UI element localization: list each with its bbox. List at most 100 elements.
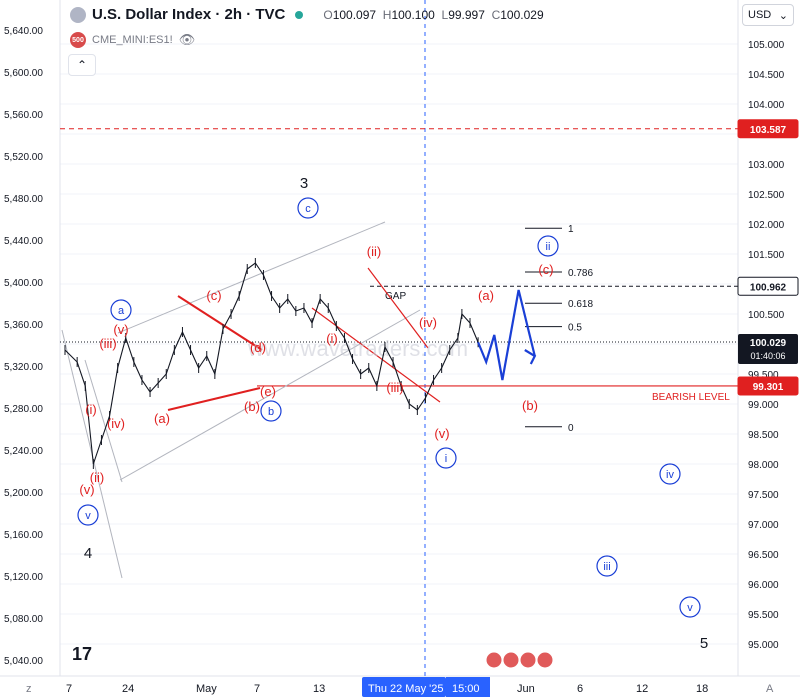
left-axis: 5,040.00 5,080.00 5,120.00 5,160.00 5,200.00… bbox=[4, 26, 43, 667]
chart-drawings: BEARISH LEVEL 1 0.786 0.618 0.5 0 GAP www.wavet… bbox=[60, 0, 738, 676]
fib-label: 1 bbox=[568, 224, 574, 235]
left-tick-label: 5,640.00 bbox=[4, 26, 43, 37]
right-tick-label: 101.500 bbox=[748, 250, 785, 261]
event-flag-icon bbox=[536, 651, 554, 669]
wave-circle-blue bbox=[110, 299, 132, 321]
level-tag: 100.962 bbox=[750, 282, 787, 293]
wave-label-red: (a) bbox=[478, 288, 494, 303]
wave-label-blue: iii bbox=[603, 561, 610, 573]
chevron-down-icon: ⌄ bbox=[778, 9, 788, 22]
time-tick-label: 7 bbox=[66, 683, 72, 695]
eye-hidden-icon[interactable]: 👁 bbox=[178, 32, 196, 47]
wave-label-red: (i) bbox=[85, 402, 97, 417]
left-tick-label: 5,280.00 bbox=[4, 404, 43, 415]
wave-label-red: (iii) bbox=[386, 380, 403, 395]
red-trendline bbox=[367, 267, 429, 349]
left-tick-label: 5,600.00 bbox=[4, 68, 43, 79]
wave-circle-blue bbox=[435, 447, 457, 469]
event-flag-icon bbox=[485, 651, 503, 669]
tradingview-logo-text: 17 bbox=[72, 644, 92, 664]
wave-label-red: (e) bbox=[260, 384, 276, 399]
right-tick-label: 100.500 bbox=[748, 310, 785, 321]
wave-circle-blue bbox=[596, 555, 618, 577]
wave-circle-blue bbox=[659, 463, 681, 485]
watermark: www.wavetraders.com bbox=[247, 336, 468, 361]
right-tick-label: 102.500 bbox=[748, 190, 785, 201]
channel-line bbox=[119, 309, 421, 481]
right-tick-label: 99.000 bbox=[748, 400, 779, 411]
chart-header: U.S. Dollar Index · 2h · TVC O100.097 H1… bbox=[70, 6, 544, 23]
wave-label-red: (ii) bbox=[367, 244, 381, 259]
wave-label-red: (b) bbox=[244, 399, 260, 414]
channel-line bbox=[117, 221, 386, 334]
fib-label: 0 bbox=[568, 423, 574, 434]
gap-label: GAP bbox=[385, 291, 406, 302]
auto-scale-icon: A bbox=[766, 683, 774, 695]
zoom-icon: z bbox=[26, 683, 32, 695]
projection-path bbox=[477, 289, 536, 381]
red-trendline bbox=[167, 387, 261, 411]
level-tag-bg bbox=[737, 376, 799, 396]
right-tick-label: 99.500 bbox=[748, 370, 779, 381]
crosshair-time-label: 15:00 bbox=[452, 683, 480, 695]
symbol-title[interactable]: U.S. Dollar Index · 2h · TVC bbox=[92, 6, 286, 23]
overlay-symbol[interactable]: CME_MINI:ES1! bbox=[92, 34, 173, 46]
wave-label-red: (v) bbox=[113, 322, 128, 337]
right-tick-label: 98.000 bbox=[748, 460, 779, 471]
currency-label: USD bbox=[748, 9, 772, 21]
left-tick-label: 5,320.00 bbox=[4, 362, 43, 373]
countdown-tag: 01:40:06 bbox=[750, 351, 785, 361]
right-tick-label: 102.000 bbox=[748, 220, 785, 231]
right-tick-label: 104.000 bbox=[748, 100, 785, 111]
left-tick-label: 5,160.00 bbox=[4, 530, 43, 541]
time-axis: 7 24 May 7 13 Thu 22 May '25 15:00 Jun 6 12 18 z A bbox=[26, 677, 774, 697]
right-tick-label: 95.000 bbox=[748, 640, 779, 651]
wave-label-red: (iv) bbox=[419, 315, 437, 330]
close-value: 100.029 bbox=[500, 7, 544, 22]
right-tick-label: 97.000 bbox=[748, 520, 779, 531]
wave-label-red: (ii) bbox=[90, 470, 104, 485]
wave-label-red: (i) bbox=[326, 331, 338, 346]
time-tick-label: 24 bbox=[122, 683, 134, 695]
wave-circle-blue bbox=[77, 504, 99, 526]
right-tick-label: 98.500 bbox=[748, 430, 779, 441]
currency-select[interactable]: USD ⌄ bbox=[742, 4, 794, 26]
wave-circle-blue bbox=[679, 596, 701, 618]
wave-labels: (v)(iii)(iv)(i)(ii)(v)(a)(b)(c)(d)(e)(ii… bbox=[77, 175, 708, 652]
wave-label-black: 5 bbox=[700, 635, 708, 652]
wave-circle-blue bbox=[260, 400, 282, 422]
fib-label: 0.786 bbox=[568, 268, 593, 279]
wave-label-red: (c) bbox=[206, 288, 221, 303]
wave-label-blue: v bbox=[85, 510, 91, 522]
time-tick-label: 12 bbox=[636, 683, 648, 695]
ohlc-values: O100.097 H100.100 L99.997 C100.029 bbox=[323, 7, 544, 22]
crosshair-date-label: Thu 22 May '25 bbox=[368, 683, 443, 695]
left-tick-label: 5,560.00 bbox=[4, 110, 43, 121]
last-price-tag: 100.029 bbox=[750, 338, 787, 349]
wave-label-red: (v) bbox=[79, 482, 94, 497]
fib-label: 0.618 bbox=[568, 299, 593, 310]
wave-label-red: (c) bbox=[538, 262, 553, 277]
collapse-legend-button[interactable]: ⌃ bbox=[68, 54, 96, 76]
wave-label-red: (iii) bbox=[99, 336, 116, 351]
left-tick-label: 5,080.00 bbox=[4, 614, 43, 625]
market-status-icon bbox=[295, 10, 304, 19]
left-tick-label: 5,400.00 bbox=[4, 278, 43, 289]
currency-flag-icon bbox=[70, 6, 86, 23]
price-line bbox=[64, 262, 479, 465]
right-tick-label: 97.500 bbox=[748, 490, 779, 501]
price-series bbox=[64, 258, 537, 469]
wave-circle-blue bbox=[537, 235, 559, 257]
wave-label-red: (iv) bbox=[107, 416, 125, 431]
time-tick-label: 18 bbox=[696, 683, 708, 695]
wave-label-blue: c bbox=[305, 203, 311, 215]
level-tag-bg bbox=[737, 119, 799, 139]
red-trendline bbox=[177, 295, 263, 351]
left-tick-label: 5,520.00 bbox=[4, 152, 43, 163]
time-tick-label: 13 bbox=[313, 683, 325, 695]
wave-label-red: (d) bbox=[250, 340, 266, 355]
open-value: 100.097 bbox=[332, 7, 377, 22]
